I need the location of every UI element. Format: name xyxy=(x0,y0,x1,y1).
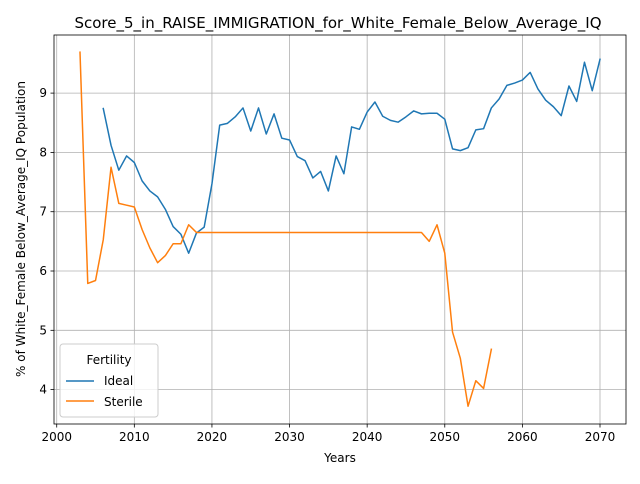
x-tick-label: 2050 xyxy=(430,430,461,444)
y-tick-label: 7 xyxy=(39,205,47,219)
legend-box xyxy=(59,343,159,418)
y-axis-label: % of White_Female Below_Average_IQ Popul… xyxy=(14,81,28,377)
x-tick-label: 2030 xyxy=(274,430,305,444)
y-tick-label: 5 xyxy=(39,323,47,337)
x-tick-label: 2020 xyxy=(197,430,228,444)
series-lines xyxy=(79,51,601,407)
legend-label-ideal: Ideal xyxy=(104,374,133,388)
y-tick-label: 8 xyxy=(39,145,47,159)
x-tick-label: 2010 xyxy=(119,430,150,444)
series-line-ideal xyxy=(102,58,601,254)
y-tick-label: 6 xyxy=(39,264,47,278)
legend-label-sterile: Sterile xyxy=(104,395,143,409)
x-axis-ticks: 2000 2010 2020 2030 2040 2050 2060 2070 xyxy=(41,424,615,444)
y-tick-label: 9 xyxy=(39,86,47,100)
x-tick-label: 2070 xyxy=(585,430,616,444)
x-tick-label: 2060 xyxy=(507,430,538,444)
x-tick-label: 2000 xyxy=(41,430,72,444)
legend-title: Fertility xyxy=(86,353,131,367)
x-axis-label: Years xyxy=(323,451,356,465)
y-axis-ticks: 4 5 6 7 8 9 xyxy=(39,86,54,397)
chart-title: Score_5_in_RAISE_IMMIGRATION_for_White_F… xyxy=(74,14,601,33)
plot-frame xyxy=(53,34,627,425)
series-line-sterile xyxy=(79,51,493,407)
grid xyxy=(54,35,626,424)
x-tick-label: 2040 xyxy=(352,430,383,444)
legend: Fertility Ideal Sterile xyxy=(59,343,159,418)
y-tick-label: 4 xyxy=(39,383,47,397)
